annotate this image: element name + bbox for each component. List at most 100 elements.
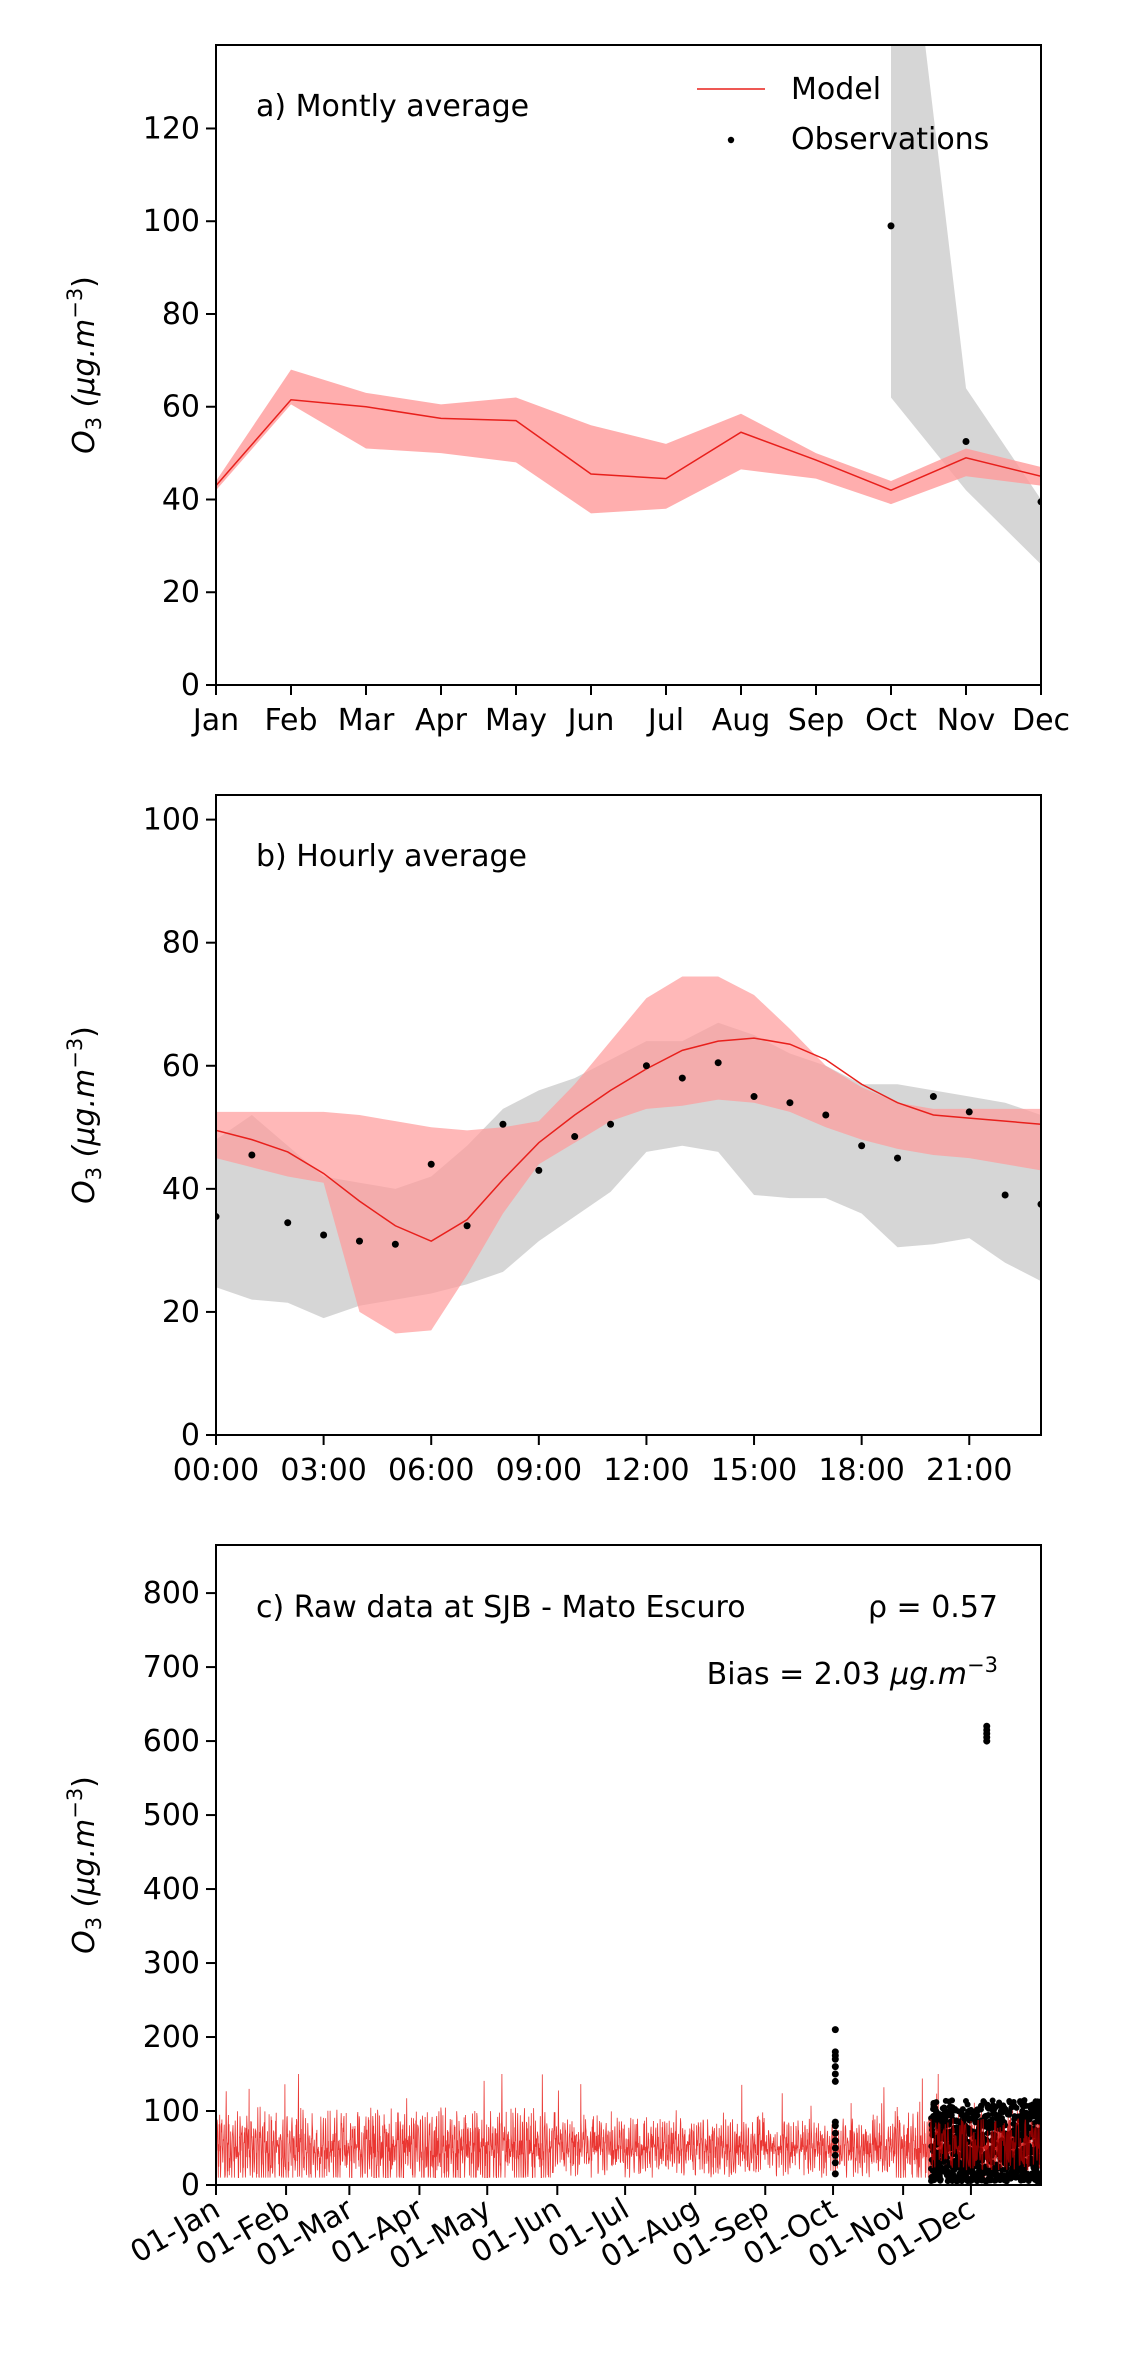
y-tick-label: 0: [181, 1418, 200, 1453]
observation-point: [988, 2118, 995, 2125]
correlation-annotation: ρ = 0.57: [868, 1590, 998, 1625]
x-tick-label: Mar: [338, 703, 395, 738]
observation-point: [1001, 1191, 1009, 1199]
observation-point: [1032, 2162, 1039, 2169]
observation-point: [894, 1154, 902, 1162]
observation-point: [1031, 2101, 1038, 2108]
x-tick-label: Jul: [646, 703, 684, 738]
legend-model-label: Model: [791, 72, 881, 107]
observation-point: [985, 2177, 992, 2184]
observation-point: [1034, 2113, 1041, 2120]
observation-point: [949, 2097, 956, 2104]
observation-point: [1017, 2099, 1024, 2106]
observation-point: [499, 1120, 507, 1128]
observation-point: [971, 2115, 978, 2122]
x-tick-label: Jun: [566, 703, 615, 738]
x-tick-label: 06:00: [388, 1453, 474, 1488]
axes-frame: [215, 1544, 1042, 2186]
observation-point: [989, 2105, 996, 2112]
y-tick-label: 40: [162, 1172, 200, 1207]
observation-point: [930, 2176, 937, 2183]
observation-point: [929, 1093, 937, 1101]
panel-title: a) Montly average: [256, 89, 529, 124]
observation-point: [950, 2167, 957, 2174]
observation-point: [948, 2112, 955, 2119]
observation-point: [1009, 2164, 1016, 2171]
y-tick-label: 0: [181, 668, 200, 703]
panel-title: b) Hourly average: [256, 839, 527, 874]
y-tick-label: 120: [143, 111, 200, 146]
observation-point: [984, 2113, 991, 2120]
observation-point: [831, 2137, 839, 2145]
x-tick-label: 18:00: [818, 1453, 904, 1488]
y-tick-label: 60: [162, 390, 200, 425]
y-tick-label: 100: [143, 2094, 200, 2129]
observation-point: [831, 2063, 839, 2071]
observation-point: [996, 2099, 1003, 2106]
y-tick-label: 300: [143, 1946, 200, 1981]
observation-point: [992, 2172, 999, 2179]
observation-point: [949, 2178, 956, 2185]
x-tick-label: 12:00: [603, 1453, 689, 1488]
y-tick-label: 80: [162, 926, 200, 961]
observation-point: [962, 438, 970, 446]
y-tick-label: 20: [162, 1295, 200, 1330]
observation-point: [571, 1133, 579, 1141]
y-tick-label: 40: [162, 482, 200, 517]
observation-point: [831, 2077, 839, 2085]
hourly-average-panel: 0 20 40 60 80 100 00:00 03:00 06:00 09:00 12:00 15…: [63, 794, 1042, 1488]
y-tick-label: 100: [143, 204, 200, 239]
observation-point: [831, 2048, 839, 2056]
observation-point: [831, 2144, 839, 2152]
y-tick-label: 60: [162, 1049, 200, 1084]
observation-point: [1011, 2116, 1018, 2123]
observation-point: [1033, 2157, 1040, 2164]
observation-point: [965, 2110, 972, 2117]
observation-point: [1001, 2104, 1008, 2111]
observation-point: [983, 1722, 991, 1730]
y-tick-label: 0: [181, 2168, 200, 2203]
observation-point: [933, 2108, 940, 2115]
legend-obs-marker: [727, 136, 735, 144]
observation-point: [984, 2125, 991, 2132]
observation-point: [980, 2176, 987, 2183]
x-tick-label: Jan: [191, 703, 239, 738]
model-line: [216, 1037, 1041, 1242]
x-tick-label: 09:00: [496, 1453, 582, 1488]
observation-point: [976, 2169, 983, 2176]
x-tick-label: Feb: [264, 703, 317, 738]
observation-point: [831, 2118, 839, 2126]
observation-point: [962, 2166, 969, 2173]
observation-point: [320, 1231, 328, 1239]
observation-point: [714, 1059, 722, 1067]
observation-point: [831, 2159, 839, 2167]
x-tick-label: Aug: [712, 703, 771, 738]
observation-point: [786, 1099, 794, 1107]
x-tick-label: Sep: [788, 703, 845, 738]
observation-point: [962, 2098, 969, 2105]
observation-point: [642, 1062, 650, 1070]
observation-point: [1024, 2170, 1031, 2177]
observation-point: [938, 2168, 945, 2175]
observation-point: [1017, 2167, 1024, 2174]
y-axis-label: O3 (μg.m−3): [63, 1026, 106, 1204]
y-tick-label: 80: [162, 297, 200, 332]
observation-point: [1034, 2178, 1041, 2185]
observation-point: [941, 2104, 948, 2111]
model-timeseries-line: [216, 2073, 1041, 2179]
observation-point: [750, 1093, 758, 1101]
observation-point: [1006, 2098, 1013, 2105]
observations-range-band: [891, 45, 1041, 565]
observation-point: [998, 2114, 1005, 2121]
observation-point: [931, 2165, 938, 2172]
monthly-average-panel: 0 20 40 60 80 100 120 Jan Feb Mar Apr May Jun Jul Aug…: [63, 44, 1070, 738]
observation-point: [962, 2174, 969, 2181]
observation-point: [1004, 2111, 1011, 2118]
observation-point: [1027, 2102, 1034, 2109]
y-axis-label: O3 (μg.m−3): [63, 1776, 106, 1954]
observation-point: [427, 1160, 435, 1168]
axes-frame: [215, 794, 1042, 1436]
observation-point: [1018, 2123, 1025, 2130]
